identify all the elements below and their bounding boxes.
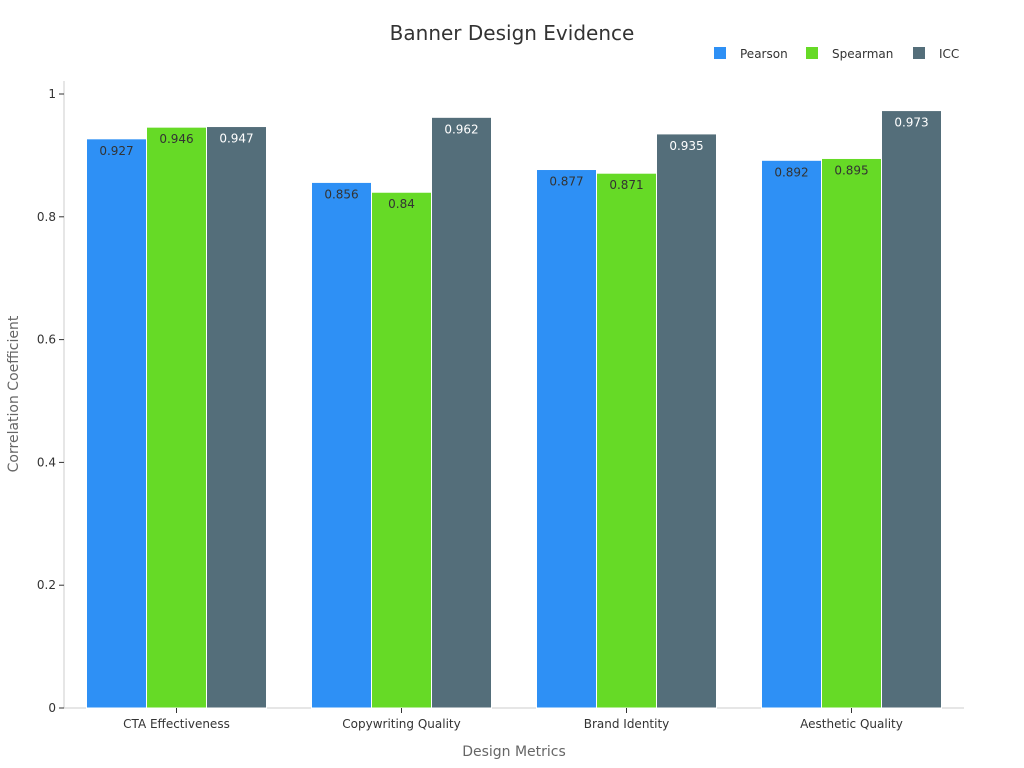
data-label: 0.892 xyxy=(774,165,808,179)
bar-pearson-3 xyxy=(761,159,822,709)
bar-pearson-2 xyxy=(536,169,597,709)
bar-icc-1 xyxy=(431,116,492,709)
y-tick-label: 0.4 xyxy=(37,455,56,469)
y-tick-label: 0.2 xyxy=(37,578,56,592)
legend-swatch-pearson xyxy=(714,47,726,59)
y-tick-label: 1 xyxy=(48,87,56,101)
bar-icc-3 xyxy=(881,110,942,709)
data-labels: 0.927 0.946 0.947 0.856 0.84 0.962 0.877 0.871 0… xyxy=(99,116,928,212)
data-label: 0.973 xyxy=(894,116,928,130)
legend-swatch-spearman xyxy=(806,47,818,59)
data-label: 0.895 xyxy=(834,163,868,177)
x-tick-label: Copywriting Quality xyxy=(342,717,460,731)
legend-label-spearman: Spearman xyxy=(832,47,893,61)
data-label: 0.962 xyxy=(444,122,478,136)
bar-spearman-2 xyxy=(596,172,657,709)
bar-spearman-1 xyxy=(371,191,432,709)
legend-swatch-icc xyxy=(913,47,925,59)
bar-spearman-3 xyxy=(821,157,882,709)
x-tick-label: CTA Effectiveness xyxy=(123,717,230,731)
legend: Pearson Spearman ICC xyxy=(714,47,959,61)
y-ticks: 0 0.2 0.4 0.6 0.8 1 xyxy=(37,87,64,715)
bar-pearson-0 xyxy=(86,138,147,709)
bar-icc-0 xyxy=(206,126,267,709)
bar-icc-2 xyxy=(656,133,717,709)
legend-label-pearson: Pearson xyxy=(740,47,788,61)
bar-pearson-1 xyxy=(311,181,372,709)
legend-label-icc: ICC xyxy=(939,47,959,61)
chart-title: Banner Design Evidence xyxy=(390,21,635,45)
data-label: 0.935 xyxy=(669,139,703,153)
data-label: 0.856 xyxy=(324,187,358,201)
data-label: 0.947 xyxy=(219,132,253,146)
y-tick-label: 0.8 xyxy=(37,210,56,224)
data-label: 0.946 xyxy=(159,132,193,146)
x-tick-label: Aesthetic Quality xyxy=(800,717,903,731)
data-label: 0.871 xyxy=(609,178,643,192)
y-tick-label: 0.6 xyxy=(37,333,56,347)
x-tick-label: Brand Identity xyxy=(584,717,670,731)
bars xyxy=(86,110,942,709)
data-label: 0.927 xyxy=(99,144,133,158)
x-axis-title: Design Metrics xyxy=(462,744,566,760)
y-axis-title: Correlation Coefficient xyxy=(6,315,22,472)
bar-spearman-0 xyxy=(146,126,207,709)
y-tick-label: 0 xyxy=(48,701,56,715)
data-label: 0.84 xyxy=(388,197,415,211)
data-label: 0.877 xyxy=(549,175,583,189)
x-ticks: CTA Effectiveness Copywriting Quality Bran… xyxy=(123,708,903,731)
